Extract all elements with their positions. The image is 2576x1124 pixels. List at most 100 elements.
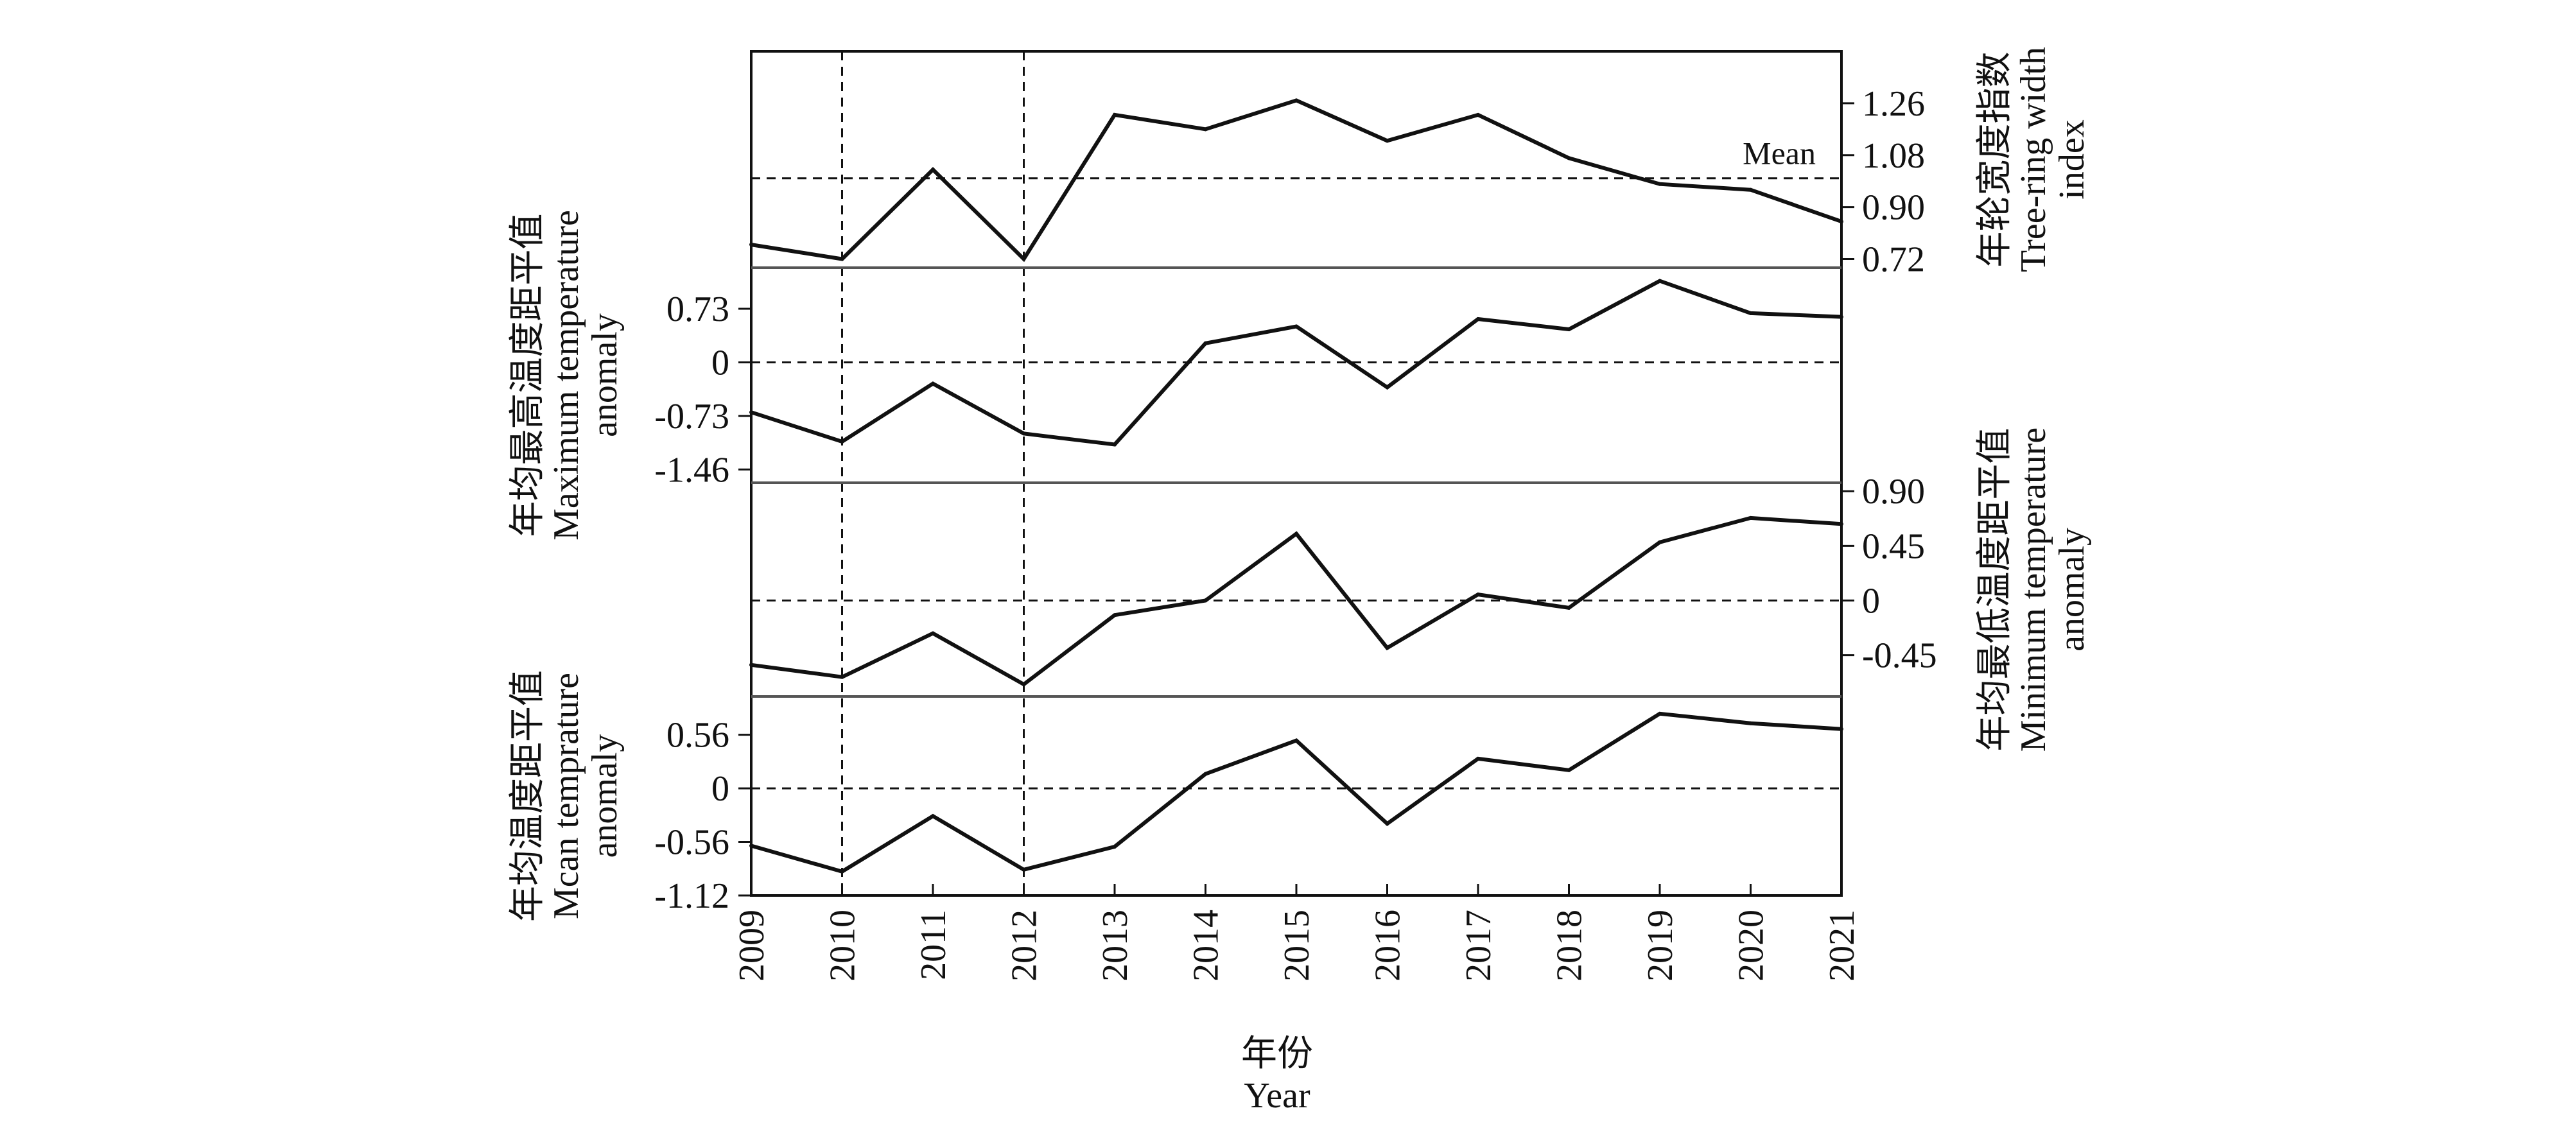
data-point-mean-temperature-2019: [1658, 711, 1662, 716]
data-point-max-temperature-2013: [1113, 442, 1117, 447]
ytick-label-tree-ring-0: 1.26: [1862, 84, 1925, 124]
xtick-label-2014: 2014: [1187, 910, 1226, 981]
ytick-label-min-temperature-3: -0.45: [1862, 636, 1937, 676]
data-point-mean-temperature-2018: [1567, 768, 1571, 772]
data-point-max-temperature-2020: [1748, 311, 1753, 315]
ytick-label-max-temperature-3: -1.46: [654, 450, 729, 490]
ytick-label-mean-temperature-1: 0: [711, 769, 729, 809]
data-point-tree-ring-2020: [1748, 187, 1753, 192]
data-point-tree-ring-2019: [1658, 182, 1662, 186]
xtick-label-2021: 2021: [1822, 910, 1862, 981]
series-line-mean-temperature: [751, 711, 1842, 874]
xtick-label-2017: 2017: [1459, 910, 1499, 981]
ytick-label-mean-temperature-2: -0.56: [654, 823, 729, 863]
ytick-label-tree-ring-2: 0.90: [1862, 188, 1925, 228]
data-point-tree-ring-2013: [1113, 112, 1117, 117]
data-point-mean-temperature-2020: [1748, 721, 1753, 725]
ylabel-tree-ring-line-1: Tree-ring width: [2014, 47, 2053, 272]
data-point-mean-temperature-2009: [749, 843, 753, 848]
data-point-min-temperature-2012: [1022, 682, 1026, 687]
ytick-label-mean-temperature-0: 0.56: [666, 716, 729, 756]
xlabel-line-0: 年份: [1241, 1034, 1313, 1074]
data-point-max-temperature-2009: [749, 410, 753, 415]
ylabel-min-temperature-line-2: anomaly: [2052, 528, 2092, 652]
data-point-mean-temperature-2013: [1113, 844, 1117, 849]
data-point-tree-ring-2016: [1385, 139, 1389, 143]
xtick-label-2019: 2019: [1640, 910, 1680, 981]
reference-label-tree-ring: Mean: [1743, 135, 1816, 171]
ylabel-mean-temperature-line-2: anomaly: [585, 734, 625, 858]
ylabel-tree-ring-line-0: 年轮宽度指数: [1975, 52, 2015, 268]
data-point-max-temperature-2021: [1840, 315, 1843, 319]
data-point-mean-temperature-2011: [931, 814, 935, 818]
ylabel-min-temperature-line-1: Minimum temperature: [2014, 428, 2053, 752]
ylabel-tree-ring-line-2: index: [2052, 119, 2092, 199]
data-point-max-temperature-2014: [1203, 341, 1208, 345]
data-point-max-temperature-2019: [1658, 279, 1662, 283]
data-point-max-temperature-2015: [1294, 324, 1298, 329]
ytick-label-max-temperature-1: 0: [711, 343, 729, 383]
ylabel-max-temperature-line-1: Maximum temperature: [546, 210, 586, 540]
data-point-mean-temperature-2014: [1203, 772, 1208, 776]
xtick-label-2020: 2020: [1732, 910, 1771, 981]
data-point-max-temperature-2018: [1567, 327, 1571, 332]
ylabel-max-temperature-line-2: anomaly: [585, 313, 625, 437]
series-line-tree-ring: [751, 98, 1842, 263]
ylabel-max-temperature-line-0: 年均最高温度距平值: [508, 214, 548, 537]
data-point-min-temperature-2017: [1476, 592, 1480, 597]
data-point-tree-ring-2018: [1567, 156, 1571, 160]
xtick-label-2010: 2010: [823, 910, 863, 981]
data-point-min-temperature-2014: [1203, 598, 1208, 603]
data-point-tree-ring-2009: [749, 243, 753, 247]
ylabel-mean-temperature-line-1: Mcan temprature: [546, 673, 586, 919]
ylabel-mean-temperature-line-0: 年均温度距平值: [508, 670, 548, 922]
ytick-label-min-temperature-1: 0.45: [1862, 526, 1925, 566]
data-point-tree-ring-2010: [840, 257, 844, 261]
xtick-label-2009: 2009: [732, 910, 772, 981]
xtick-label-2018: 2018: [1550, 910, 1590, 981]
ylabel-min-temperature-line-0: 年均最低温度距平值: [1975, 428, 2015, 752]
data-point-min-temperature-2018: [1567, 605, 1571, 610]
data-point-max-temperature-2016: [1385, 385, 1389, 390]
ytick-label-min-temperature-2: 0: [1862, 582, 1880, 621]
ytick-label-max-temperature-2: -0.73: [654, 397, 729, 437]
xtick-label-2011: 2011: [914, 910, 953, 980]
data-point-mean-temperature-2012: [1022, 867, 1026, 872]
data-point-min-temperature-2009: [749, 662, 753, 667]
xtick-label-2012: 2012: [1005, 910, 1045, 981]
data-point-tree-ring-2017: [1476, 112, 1480, 117]
data-point-tree-ring-2015: [1294, 98, 1298, 103]
ytick-label-max-temperature-0: 0.73: [666, 290, 729, 329]
data-point-max-temperature-2017: [1476, 317, 1480, 322]
data-point-min-temperature-2019: [1658, 540, 1662, 544]
data-point-min-temperature-2015: [1294, 532, 1298, 536]
data-point-mean-temperature-2010: [840, 869, 844, 874]
data-point-mean-temperature-2017: [1476, 756, 1480, 761]
xtick-label-2015: 2015: [1277, 910, 1317, 981]
ytick-label-min-temperature-0: 0.90: [1862, 472, 1925, 512]
data-point-tree-ring-2021: [1840, 220, 1843, 224]
data-point-tree-ring-2014: [1203, 127, 1208, 132]
xtick-label-2013: 2013: [1095, 910, 1135, 981]
data-point-mean-temperature-2016: [1385, 822, 1389, 826]
data-point-min-temperature-2011: [931, 631, 935, 635]
data-point-mean-temperature-2015: [1294, 738, 1298, 743]
data-point-max-temperature-2010: [840, 439, 844, 444]
ytick-label-mean-temperature-3: -1.12: [654, 876, 729, 916]
data-point-min-temperature-2010: [840, 675, 844, 679]
ytick-label-tree-ring-1: 1.08: [1862, 136, 1925, 176]
data-point-min-temperature-2016: [1385, 646, 1389, 650]
xlabel-line-1: Year: [1244, 1076, 1310, 1116]
data-point-mean-temperature-2021: [1840, 727, 1843, 731]
data-point-tree-ring-2011: [931, 168, 935, 172]
data-point-min-temperature-2021: [1840, 522, 1843, 526]
data-point-min-temperature-2020: [1748, 515, 1753, 520]
data-point-max-temperature-2011: [931, 381, 935, 386]
data-point-tree-ring-2012: [1022, 257, 1026, 261]
data-point-min-temperature-2013: [1113, 613, 1117, 618]
xtick-label-2016: 2016: [1368, 910, 1408, 981]
data-point-max-temperature-2012: [1022, 431, 1026, 436]
ytick-label-tree-ring-3: 0.72: [1862, 240, 1925, 280]
